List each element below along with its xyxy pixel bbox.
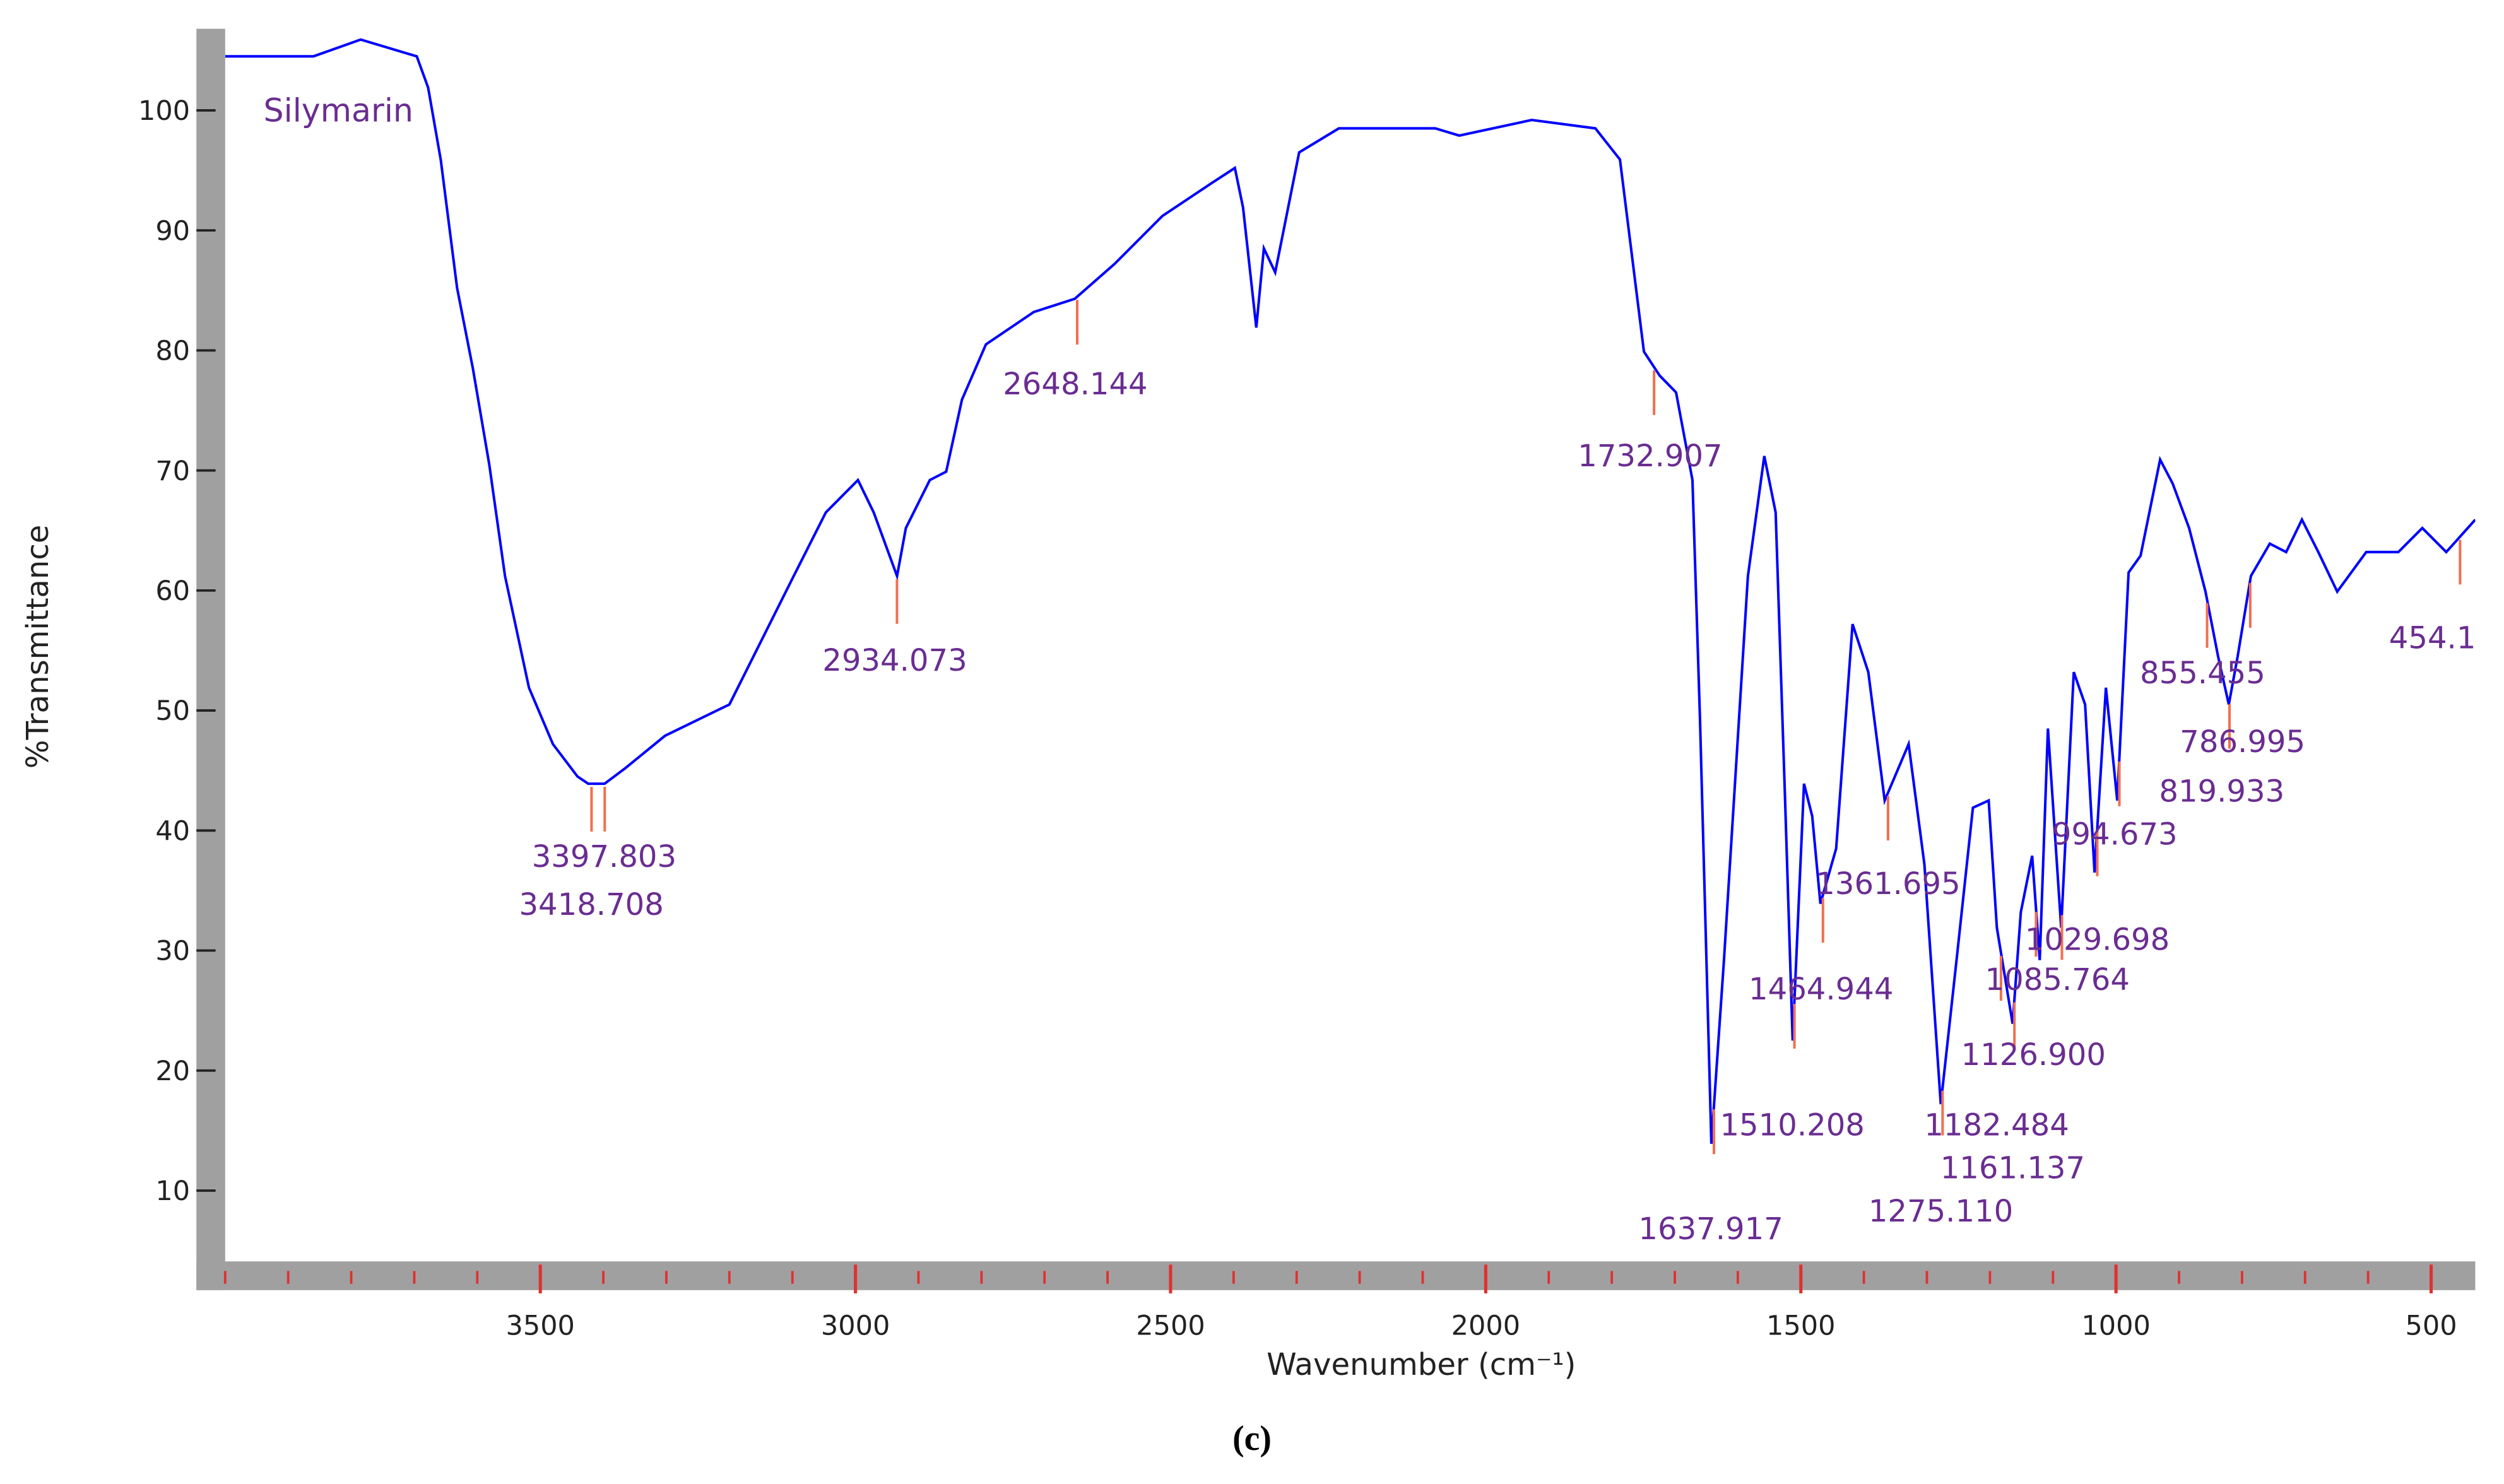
- x-tick-label: 3500: [505, 1310, 574, 1342]
- peak-label: 1361.695: [1816, 866, 1960, 902]
- y-tick-label: 40: [155, 815, 190, 847]
- x-axis-label: Wavenumber (cm⁻¹): [1267, 1347, 1576, 1382]
- peak-label: 2934.073: [822, 643, 967, 678]
- spectrum-line: [225, 38, 2476, 1144]
- x-tick-label: 2000: [1451, 1310, 1520, 1342]
- peak-label: 3418.708: [519, 887, 663, 922]
- peak-label: 454.1: [2389, 620, 2476, 656]
- peak-label: 1275.110: [1869, 1194, 2013, 1229]
- x-tick-label: 1000: [2081, 1310, 2150, 1342]
- y-axis-label: %Transmittance: [20, 525, 56, 769]
- peak-label: 1126.900: [1961, 1037, 2106, 1073]
- x-tick-label: 2500: [1136, 1310, 1205, 1342]
- peak-label: 1029.698: [2025, 922, 2170, 958]
- peak-label: 2648.144: [1003, 367, 1147, 402]
- y-tick-label: 20: [155, 1056, 190, 1087]
- peak-label: 1182.484: [1924, 1107, 2069, 1143]
- peak-label: 1161.137: [1940, 1151, 2085, 1186]
- x-tick-label: 500: [2405, 1310, 2457, 1342]
- y-tick-label: 30: [155, 936, 190, 967]
- peak-label: 1637.917: [1638, 1211, 1783, 1247]
- peak-label: 1732.907: [1578, 439, 1722, 474]
- peak-label: 819.933: [2159, 774, 2284, 809]
- x-tick-label: 1500: [1766, 1310, 1835, 1342]
- y-tick-label: 100: [138, 95, 190, 127]
- caption: (c): [1232, 1419, 1272, 1458]
- y-tick-label: 50: [155, 695, 190, 727]
- y-tick-label: 70: [155, 456, 190, 487]
- x-tick-label: 3000: [821, 1310, 890, 1342]
- y-tick-label: 90: [155, 215, 190, 247]
- peak-label: 1085.764: [1985, 962, 2130, 998]
- x-axis-band: [196, 1261, 2476, 1290]
- peak-label: 1464.944: [1749, 972, 1893, 1007]
- y-tick-label: 10: [155, 1175, 190, 1207]
- peak-label: 994.673: [2052, 817, 2178, 852]
- peak-label: 786.995: [2180, 724, 2305, 760]
- peak-label: 855.455: [2140, 656, 2265, 691]
- peak-label: 1510.208: [1720, 1107, 1864, 1143]
- peak-label: 3397.803: [532, 839, 676, 874]
- y-tick-label: 60: [155, 575, 190, 607]
- chart-title: Silymarin: [264, 91, 413, 129]
- y-tick-label: 80: [155, 336, 190, 367]
- y-axis-band: [196, 28, 225, 1290]
